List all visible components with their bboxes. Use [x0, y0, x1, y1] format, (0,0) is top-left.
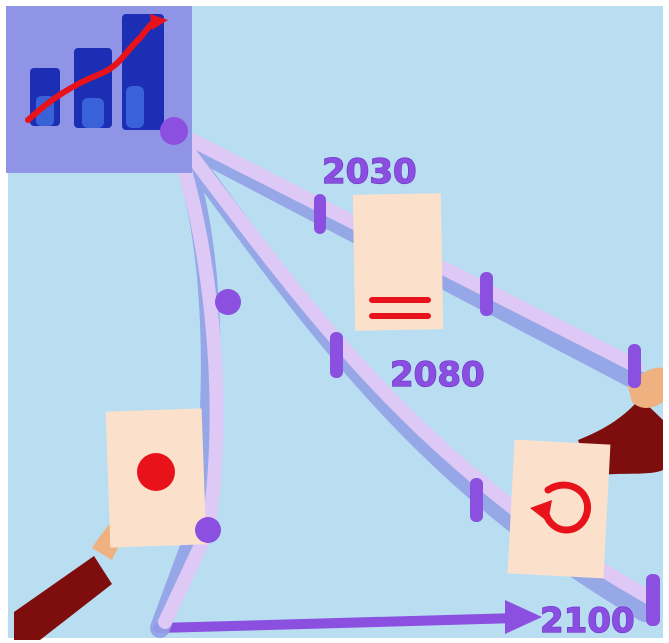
marker-2080-b — [470, 478, 483, 522]
marker-2030-a — [314, 194, 326, 234]
start-node — [160, 117, 188, 145]
document-circular-arrow — [507, 439, 611, 579]
marker-2030-b — [480, 272, 493, 316]
marker-2100-end — [646, 574, 660, 626]
circular-arrow-icon — [542, 481, 592, 534]
red-dot-icon — [137, 453, 175, 491]
equals-sign-icon — [369, 297, 431, 319]
pathway-markers — [195, 194, 660, 626]
label-2030: 2030 — [322, 152, 417, 192]
document-red-dot — [105, 408, 207, 548]
document-equals — [352, 193, 444, 331]
marker-2080-a — [330, 332, 343, 378]
label-2080: 2080 — [390, 355, 485, 395]
node-2100-a — [215, 289, 241, 315]
node-2100-b — [195, 517, 221, 543]
marker-2030-end — [628, 344, 641, 388]
timeline-arrow — [153, 600, 542, 634]
label-2100: 2100 — [540, 601, 635, 641]
arrow-head-icon — [505, 600, 542, 634]
bar-chart-icon — [6, 6, 192, 173]
pathway-2100 — [158, 123, 224, 629]
